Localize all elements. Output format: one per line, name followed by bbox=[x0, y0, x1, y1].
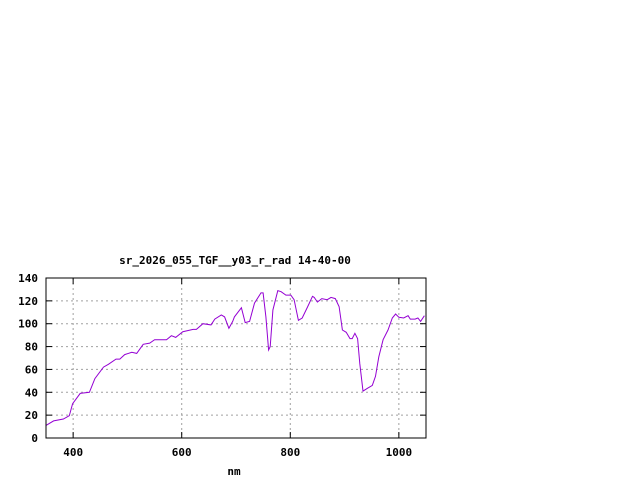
x-tick-label: 600 bbox=[172, 446, 192, 459]
tick-labels: 400 600 800 1000 0 20 40 60 80 100 120 140 bbox=[18, 272, 412, 459]
x-tick-label: 800 bbox=[280, 446, 300, 459]
y-tick-label: 0 bbox=[31, 432, 38, 445]
y-tick-label: 140 bbox=[18, 272, 38, 285]
y-tick-label: 80 bbox=[25, 341, 38, 354]
ticks bbox=[46, 277, 426, 439]
x-tick-label: 1000 bbox=[386, 446, 413, 459]
x-axis-label: nm bbox=[227, 465, 241, 478]
y-tick-label: 100 bbox=[18, 318, 38, 331]
plot-border bbox=[45, 277, 427, 439]
x-tick-label: 400 bbox=[63, 446, 83, 459]
y-tick-label: 20 bbox=[25, 409, 38, 422]
chart-title: sr_2026_055_TGF__y03_r_rad 14-40-00 bbox=[119, 254, 351, 267]
y-tick-label: 60 bbox=[25, 363, 38, 376]
y-tick-label: 40 bbox=[25, 386, 38, 399]
series-line bbox=[45, 289, 425, 426]
y-tick-label: 120 bbox=[18, 295, 38, 308]
grid bbox=[46, 278, 426, 438]
